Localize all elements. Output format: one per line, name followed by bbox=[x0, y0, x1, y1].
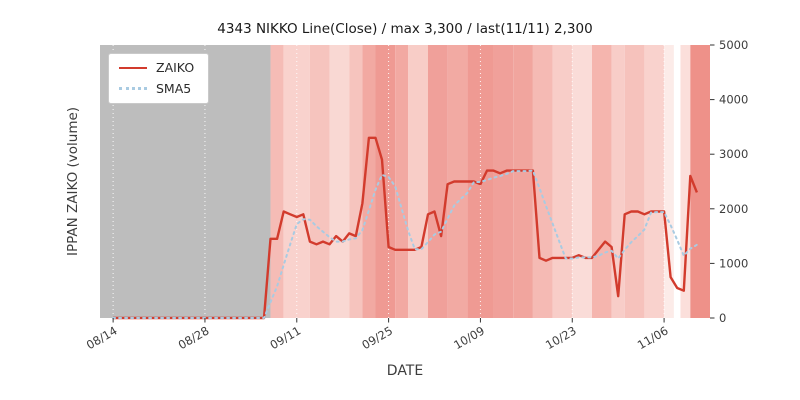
background-band bbox=[513, 45, 533, 318]
y-tick-label: 1000 bbox=[719, 256, 748, 270]
x-tick-label: 11/06 bbox=[635, 323, 671, 352]
background-band bbox=[427, 45, 448, 318]
y-tick-label: 0 bbox=[719, 311, 726, 325]
background-band bbox=[644, 45, 665, 318]
x-tick-label: 09/25 bbox=[359, 323, 395, 352]
x-tick-label: 08/28 bbox=[176, 323, 212, 352]
background-band bbox=[591, 45, 612, 318]
background-band bbox=[690, 45, 710, 318]
background-band bbox=[408, 45, 428, 318]
y-tick-label: 4000 bbox=[719, 93, 748, 107]
background-band bbox=[673, 45, 681, 318]
x-axis-label: DATE bbox=[386, 363, 424, 379]
legend-label-sma5: SMA5 bbox=[156, 80, 192, 96]
x-tick-label: 09/11 bbox=[268, 323, 304, 352]
background-band bbox=[624, 45, 645, 318]
legend-label-zaiko: ZAIKO bbox=[156, 60, 195, 75]
background-band bbox=[664, 45, 674, 318]
x-axis: 08/14 08/28 09/11 09/25 10/09 10/23 11/06 bbox=[84, 318, 671, 352]
background-band bbox=[395, 45, 409, 318]
y-tick-label: 3000 bbox=[719, 147, 748, 161]
background-band bbox=[375, 45, 396, 318]
sma5-line-swatch bbox=[119, 87, 147, 91]
background-band bbox=[552, 45, 573, 318]
y-tick-label: 2000 bbox=[719, 202, 748, 216]
background-band bbox=[349, 45, 363, 318]
sma5-line bbox=[112, 169, 698, 319]
series bbox=[112, 136, 699, 320]
background-band bbox=[532, 45, 553, 318]
y-axis-label: IPPAN ZAIKO (volume) bbox=[65, 106, 81, 257]
legend: ZAIKO SMA5 bbox=[108, 53, 210, 104]
background-band bbox=[493, 45, 514, 318]
zaiko-line-swatch bbox=[119, 67, 147, 70]
x-tick-label: 08/14 bbox=[84, 323, 120, 352]
background-band bbox=[611, 45, 625, 318]
background-band bbox=[309, 45, 330, 318]
background-band bbox=[362, 45, 376, 318]
background-band bbox=[680, 45, 691, 318]
background-band bbox=[270, 45, 284, 318]
legend-item-zaiko: ZAIKO bbox=[119, 60, 195, 75]
y-axis: 0 1000 2000 3000 4000 5000 bbox=[710, 38, 748, 325]
background-bands bbox=[100, 45, 710, 318]
x-tick-label: 10/23 bbox=[543, 323, 579, 352]
legend-item-sma5: SMA5 bbox=[119, 80, 194, 96]
y-tick-label: 5000 bbox=[719, 38, 748, 52]
chart-title: 4343 NIKKO Line(Close) / max 3,300 / las… bbox=[217, 21, 593, 37]
background-band bbox=[572, 45, 592, 318]
x-tick-label: 10/09 bbox=[451, 323, 487, 352]
background-band bbox=[329, 45, 350, 318]
